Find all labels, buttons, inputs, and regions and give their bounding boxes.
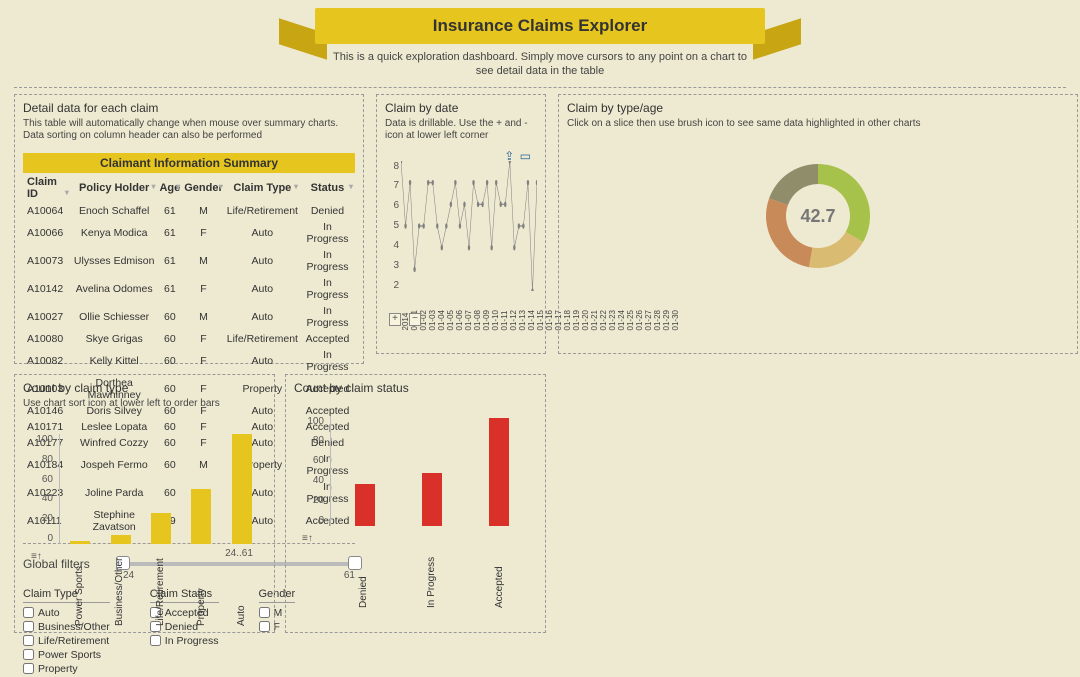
bar[interactable] [422,473,442,526]
count-by-type-panel: Count by claim type Use chart sort icon … [14,374,275,634]
bar[interactable] [151,513,171,544]
svg-text:42.7: 42.7 [800,206,835,226]
bar-chart-type[interactable]: 020406080100Power SportsBusiness/OtherLi… [23,416,266,626]
page-title: Insurance Claims Explorer [315,8,765,44]
table-row[interactable]: A10027Ollie Schiesser60MAutoIn Progress [23,303,355,331]
filter-checkbox[interactable] [23,663,34,674]
page-subtitle: This is a quick exploration dashboard. S… [330,50,750,79]
column-header[interactable]: Gender▾ [182,173,225,203]
column-header[interactable]: Policy Holder▾ [71,173,158,203]
panel-title: Claim by date [385,101,537,115]
filter-checkbox[interactable] [150,635,161,646]
drill-collapse-icon[interactable]: − [409,313,421,326]
table-row[interactable]: A10064Enoch Schaffel61MLife/RetirementDe… [23,203,355,219]
table-row[interactable]: A10080Skye Grigas60FLife/RetirementAccep… [23,331,355,347]
panel-title: Claim by type/age [567,101,1069,115]
column-header[interactable]: Claim Type▾ [225,173,300,203]
table-row[interactable]: A10066Kenya Modica61FAutoIn Progress [23,219,355,247]
filter-option[interactable]: Property [23,663,110,675]
filter-checkbox[interactable] [23,635,34,646]
drill-expand-icon[interactable]: + [389,313,401,326]
filter-option[interactable]: In Progress [150,635,219,647]
claim-by-date-panel: Claim by date Data is drillable. Use the… [376,94,546,354]
bar[interactable] [489,418,509,526]
bar-chart-status[interactable]: 020406080100DeniedIn ProgressAccepted≡↑ [294,398,537,608]
y-axis-ticks: 8765432 [385,161,399,291]
panel-title: Count by claim type [23,381,266,395]
column-header[interactable]: Status▾ [300,173,355,203]
filter-option[interactable]: Life/Retirement [23,635,110,647]
claim-by-type-age-panel: Claim by type/age Click on a slice then … [558,94,1078,354]
bar[interactable] [191,489,211,544]
panel-desc: This table will automatically change whe… [23,118,355,143]
sort-icon[interactable]: ≡↑ [302,533,313,544]
detail-panel: Detail data for each claim This table wi… [14,94,364,364]
filter-checkbox[interactable] [23,649,34,660]
bar[interactable] [355,484,375,526]
panel-title: Count by claim status [294,381,537,395]
donut-chart[interactable]: 42.7 [753,151,883,281]
filter-option[interactable]: Power Sports [23,649,110,661]
bar[interactable] [232,434,252,544]
sort-icon[interactable]: ≡↑ [31,551,42,562]
table-title: Claimant Information Summary [23,153,355,173]
line-chart[interactable] [401,161,537,291]
panel-desc: Data is drillable. Use the + and - icon … [385,118,537,143]
drill-controls: + − [389,314,423,325]
table-row[interactable]: A10142Avelina Odomes61FAutoIn Progress [23,275,355,303]
column-header[interactable]: Claim ID▾ [23,173,71,203]
table-row[interactable]: A10073Ulysses Edmison61MAutoIn Progress [23,247,355,275]
bar[interactable] [70,541,90,544]
panel-desc: Click on a slice then use brush icon to … [567,118,1069,131]
column-header[interactable]: Age▾ [157,173,182,203]
bar[interactable] [111,535,131,544]
title-banner: Insurance Claims Explorer [315,8,765,44]
panel-title: Detail data for each claim [23,101,355,115]
panel-desc: Use chart sort icon at lower left to ord… [23,398,266,411]
count-by-status-panel: Count by claim status 020406080100Denied… [285,374,546,634]
table-row[interactable]: A10082Kelly Kittel60FAutoIn Progress [23,347,355,375]
